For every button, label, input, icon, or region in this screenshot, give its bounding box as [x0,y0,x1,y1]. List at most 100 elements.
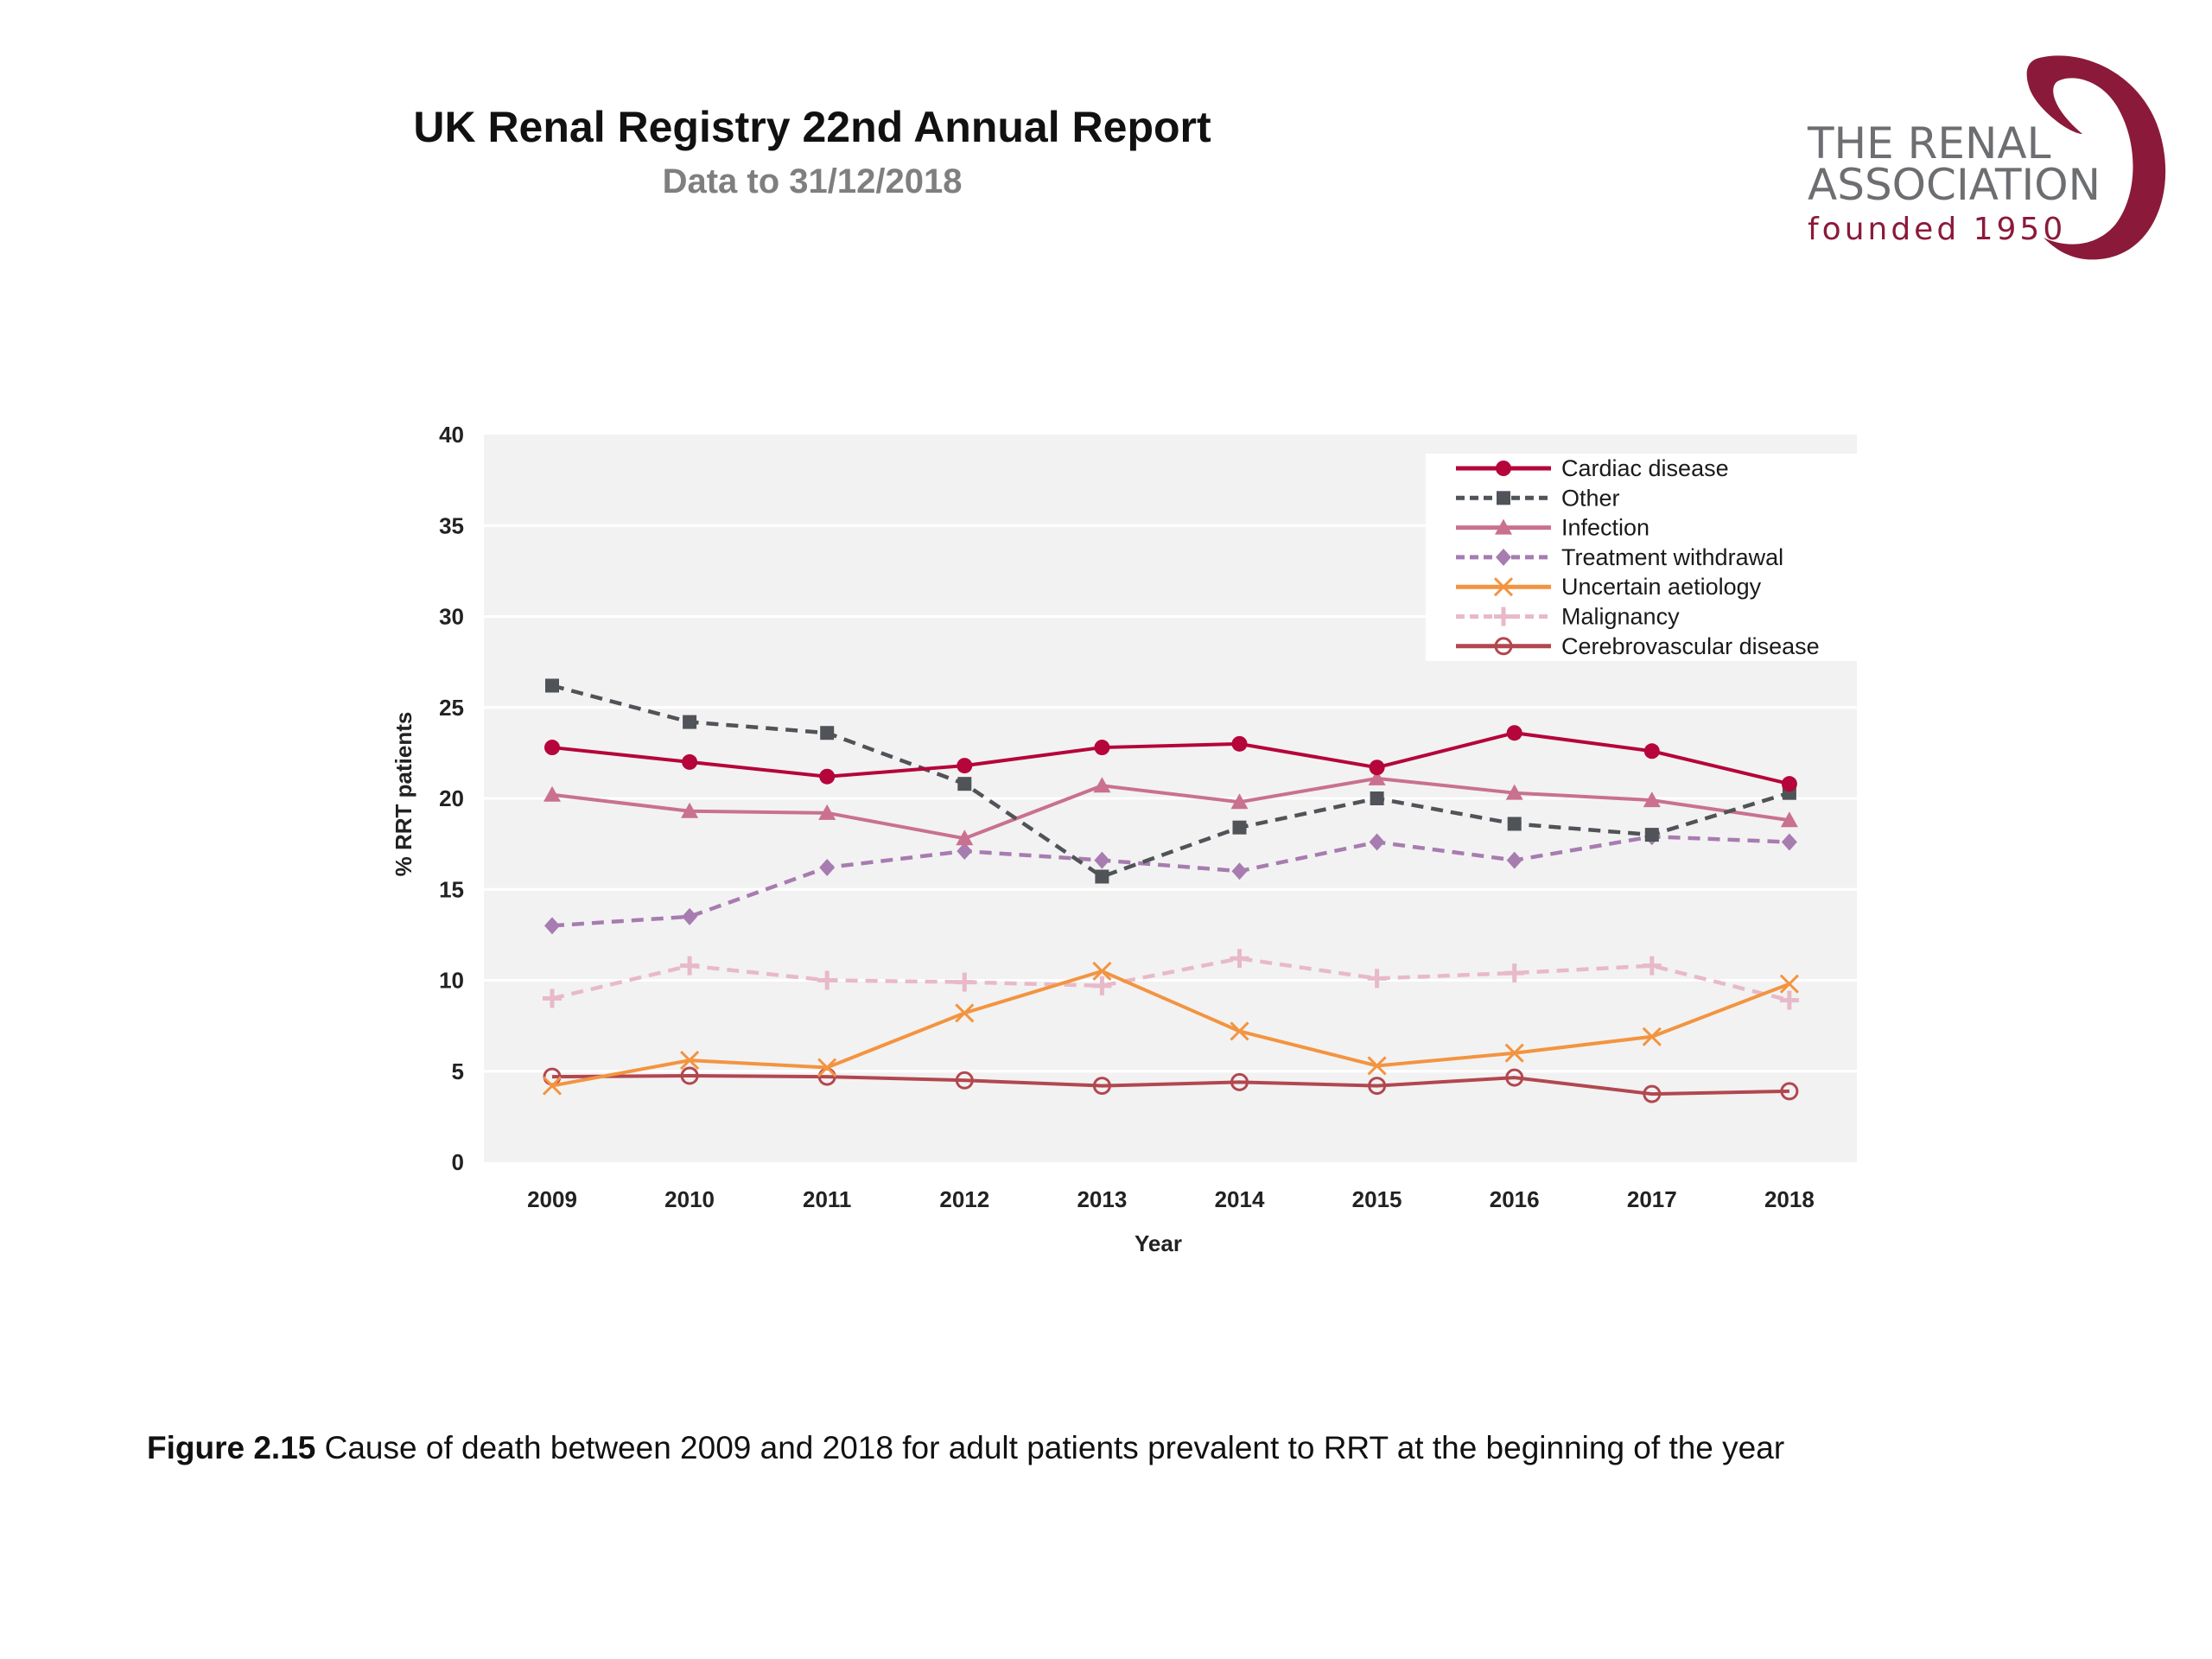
legend-label: Other [1561,485,1620,511]
data-point [680,956,700,976]
logo-line-1: THE RENAL [1808,118,2051,168]
y-tick-label: 10 [439,968,464,994]
data-point [1230,793,1249,810]
series-infection [543,769,1798,846]
y-tick-label: 5 [452,1058,464,1084]
legend-marker [1494,637,1513,656]
data-point [1092,1077,1111,1096]
data-point [1369,760,1385,776]
data-point [1230,1021,1249,1041]
data-point [817,1058,837,1077]
series-line [551,1074,1789,1096]
data-point [1368,769,1386,785]
data-point [957,777,972,791]
data-point [819,768,836,785]
series-cardiac-disease [544,725,1797,792]
y-tick-label: 35 [439,512,464,538]
data-point [1642,956,1662,976]
x-tick-label: 2010 [664,1186,715,1212]
data-point [955,972,975,992]
series-other [545,678,1796,884]
data-point [1232,820,1247,835]
data-point [820,726,835,741]
x-tick-label: 2017 [1627,1186,1677,1212]
legend-item: Other [1456,485,1620,511]
series-treatment-withdrawal [544,828,1797,935]
data-point [955,1071,974,1090]
data-point [1643,1084,1662,1103]
legend-marker [1494,607,1513,626]
data-point [1506,851,1522,869]
data-point [1231,862,1248,880]
data-point [955,1003,975,1023]
data-point [544,740,560,756]
x-tick-label: 2014 [1215,1186,1265,1212]
series-malignancy [543,949,1799,1010]
page-title: UK Renal Registry 22nd Annual Report [413,103,1211,151]
data-point [1644,828,1659,842]
series-line [551,731,1790,786]
y-tick-label: 0 [452,1149,464,1175]
legend-item: Infection [1456,515,1649,541]
series-line [551,834,1789,928]
y-axis-ticks: 0 5 10 15 20 25 30 35 40 [439,422,464,1175]
data-point [1781,833,1797,851]
data-point [682,753,698,770]
data-point [681,802,699,818]
x-axis-title: Year [1135,1230,1182,1256]
data-point [543,785,561,802]
data-point [1505,1068,1524,1087]
data-point [1642,1027,1662,1046]
data-point [1507,817,1522,831]
y-tick-label: 20 [439,785,464,811]
data-point [1370,791,1384,805]
data-point [1779,974,1799,994]
x-tick-label: 2011 [803,1186,851,1212]
data-point [683,715,697,729]
data-point [1094,851,1110,869]
data-point [1504,963,1524,983]
x-tick-label: 2016 [1490,1186,1540,1212]
data-point [1779,990,1799,1010]
x-axis-ticks: 2009 2010 2011 2012 2013 2014 2015 2016 2017 2018 [527,1186,1815,1212]
data-point [545,678,559,693]
x-tick-label: 2018 [1764,1186,1815,1212]
x-tick-label: 2009 [527,1186,577,1212]
legend-label: Cardiac disease [1561,455,1729,481]
figure-caption-text: Cause of death between 2009 and 2018 for… [315,1430,1785,1465]
data-point [682,907,698,925]
legend-marker [1497,491,1510,505]
kidney-swoosh-icon [2026,55,2166,260]
data-point [819,858,836,876]
legend-label: Infection [1561,515,1649,541]
legend-item: Malignancy [1456,604,1680,630]
legend-marker [1496,548,1511,566]
y-tick-label: 25 [439,695,464,721]
series-uncertain-aetiology [542,961,1799,1096]
figure-label: Figure 2.15 [147,1430,316,1465]
legend-label: Cerebrovascular disease [1561,633,1820,659]
series-line [551,956,1790,1002]
data-point [817,970,837,990]
logo-line-3: founded 1950 [1808,212,2067,247]
data-point [680,1066,699,1085]
series-line [551,776,1790,841]
legend-item: Treatment withdrawal [1456,544,1783,570]
data-point [957,842,973,861]
data-point [680,1051,700,1071]
data-point [542,1076,563,1096]
x-tick-label: 2012 [939,1186,989,1212]
data-point [1780,811,1798,828]
data-point [1093,777,1111,793]
data-point [1643,791,1661,808]
data-point [1505,784,1523,800]
series-line [551,969,1790,1088]
data-point [1504,1043,1524,1063]
legend-label: Uncertain aetiology [1561,574,1762,600]
data-point [1781,776,1797,792]
page-subtitle: Data to 31/12/2018 [662,162,963,200]
legend-label: Malignancy [1561,604,1680,630]
data-point [1092,961,1112,982]
y-tick-label: 30 [439,604,464,630]
